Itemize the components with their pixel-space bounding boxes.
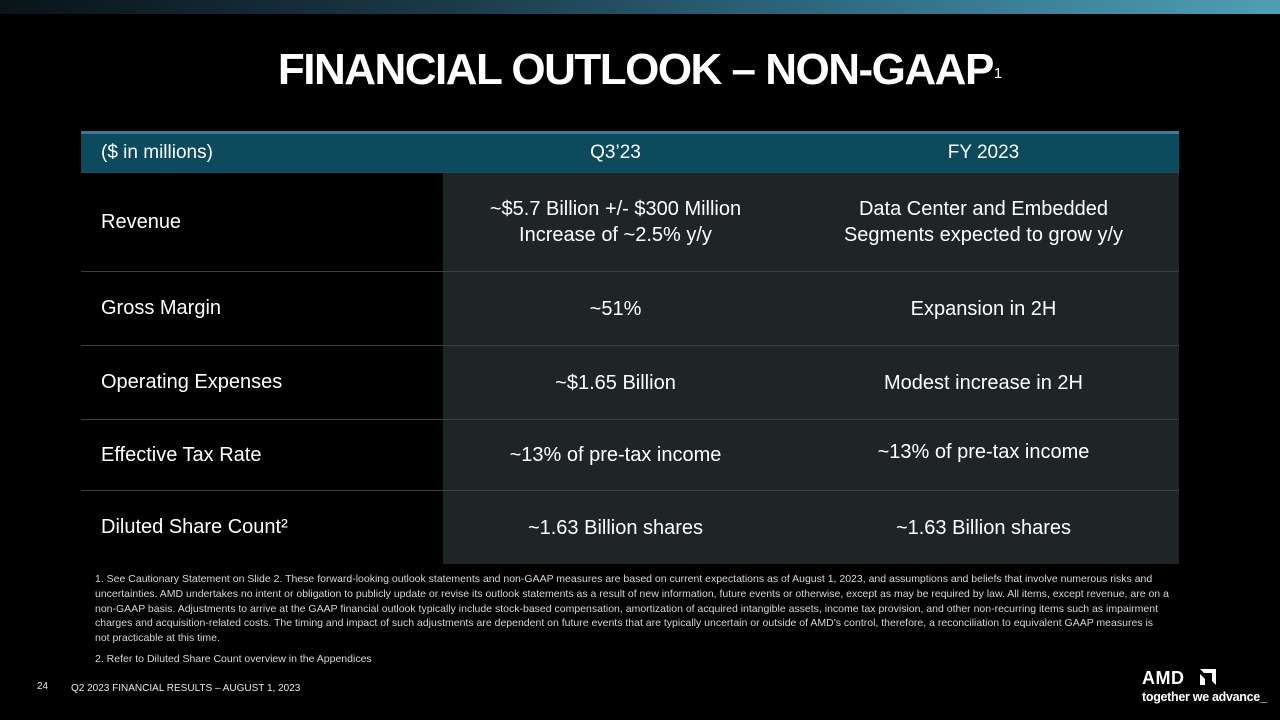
header-fy: FY 2023 [947, 142, 1020, 163]
slide-title-text: FINANCIAL OUTLOOK – NON-GAAP [277, 45, 994, 94]
logo-wordmark: AMD [1142, 668, 1185, 688]
row-q3-value: ~$5.7 Billion +/- $300 Million Increase o… [443, 173, 788, 271]
fy-line: Segments expected to grow y/y [843, 224, 1124, 246]
row-label: Revenue [81, 173, 443, 271]
tagline: together we advance_ [1142, 690, 1267, 704]
table-row-revenue: Revenue ~$5.7 Billion +/- $300 Million In… [81, 172, 1179, 271]
table-row-tax-rate: Effective Tax Rate ~13% of pre-tax incom… [81, 419, 1179, 490]
row-fy-value: ~13% of pre-tax income [788, 420, 1179, 490]
q3-line: ~$5.7 Billion +/- $300 Million [489, 198, 742, 220]
footnote-1: 1. See Cautionary Statement on Slide 2. … [95, 573, 1169, 645]
row-label: Diluted Share Count² [81, 491, 443, 564]
row-q3-value: ~13% of pre-tax income [443, 420, 788, 490]
row-q3-value: ~51% [443, 272, 788, 345]
row-fy-value: Modest increase in 2H [788, 346, 1179, 419]
row-label: Effective Tax Rate [81, 420, 443, 490]
fy-text: ~13% of pre-tax income [877, 441, 1090, 463]
table-header: ($ in millions) Q3’23 FY 2023 [81, 131, 1179, 172]
amd-arrow-icon [1200, 669, 1216, 685]
table-row-share-count: Diluted Share Count² ~1.63 Billion share… [81, 490, 1179, 564]
page-number: 24 [37, 681, 49, 692]
q3-line: Increase of ~2.5% y/y [519, 224, 712, 246]
outlook-table: ($ in millions) Q3’23 FY 2023 Revenue ~$… [81, 131, 1179, 564]
slide-title: FINANCIAL OUTLOOK – NON-GAAP1 [0, 44, 1280, 96]
fy-line: Data Center and Embedded [858, 198, 1109, 220]
header-q3: Q3’23 [590, 142, 641, 163]
footnote-2: 2. Refer to Diluted Share Count overview… [95, 652, 372, 665]
amd-logo: AMD together we advance_ [1142, 668, 1270, 710]
row-fy-value: ~1.63 Billion shares [788, 491, 1179, 564]
footer-text: Q2 2023 FINANCIAL RESULTS – AUGUST 1, 20… [71, 683, 301, 694]
footnotes: 1. See Cautionary Statement on Slide 2. … [95, 572, 1170, 673]
table-row-operating-expenses: Operating Expenses ~$1.65 Billion Modest… [81, 345, 1179, 419]
row-label: Gross Margin [81, 272, 443, 345]
header-units: ($ in millions) [101, 142, 213, 163]
row-fy-value: Expansion in 2H [788, 272, 1179, 345]
top-gradient-bar [0, 0, 1280, 14]
row-label: Operating Expenses [81, 346, 443, 419]
title-footnote-marker: 1 [993, 65, 1003, 82]
row-fy-value: Data Center and Embedded Segments expecte… [788, 173, 1179, 271]
table-row-gross-margin: Gross Margin ~51% Expansion in 2H [81, 271, 1179, 345]
row-q3-value: ~$1.65 Billion [443, 346, 788, 419]
row-q3-value: ~1.63 Billion shares [443, 491, 788, 564]
